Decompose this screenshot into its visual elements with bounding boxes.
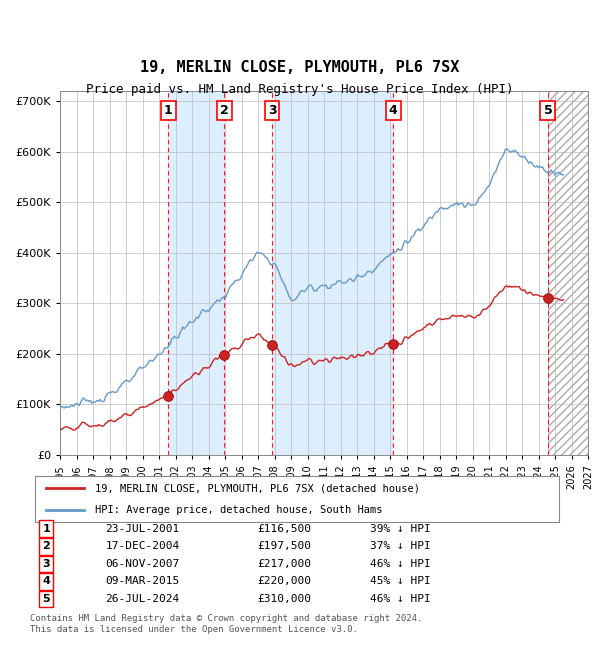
Text: 4: 4	[389, 104, 398, 117]
Text: £197,500: £197,500	[257, 541, 311, 551]
Text: 46% ↓ HPI: 46% ↓ HPI	[370, 594, 431, 604]
Point	[220, 350, 229, 360]
Text: 5: 5	[43, 594, 50, 604]
Point	[267, 340, 277, 350]
FancyBboxPatch shape	[35, 476, 559, 523]
Text: 37% ↓ HPI: 37% ↓ HPI	[370, 541, 431, 551]
Text: £220,000: £220,000	[257, 577, 311, 586]
Text: 39% ↓ HPI: 39% ↓ HPI	[370, 524, 431, 534]
Text: 3: 3	[43, 559, 50, 569]
Text: 4: 4	[42, 577, 50, 586]
Text: 1: 1	[164, 104, 172, 117]
Text: 2: 2	[43, 541, 50, 551]
Text: HPI: Average price, detached house, South Hams: HPI: Average price, detached house, Sout…	[95, 504, 382, 515]
Text: 17-DEC-2004: 17-DEC-2004	[106, 541, 180, 551]
Text: 1: 1	[43, 524, 50, 534]
Bar	[272, 91, 393, 455]
Text: 06-NOV-2007: 06-NOV-2007	[106, 559, 180, 569]
Point	[543, 293, 553, 304]
Text: £310,000: £310,000	[257, 594, 311, 604]
Text: 3: 3	[268, 104, 277, 117]
Text: 23-JUL-2001: 23-JUL-2001	[106, 524, 180, 534]
Text: 45% ↓ HPI: 45% ↓ HPI	[370, 577, 431, 586]
Text: Price paid vs. HM Land Registry's House Price Index (HPI): Price paid vs. HM Land Registry's House …	[86, 83, 514, 96]
Text: 5: 5	[544, 104, 552, 117]
Bar	[168, 91, 224, 455]
Text: 46% ↓ HPI: 46% ↓ HPI	[370, 559, 431, 569]
Text: 26-JUL-2024: 26-JUL-2024	[106, 594, 180, 604]
Text: £217,000: £217,000	[257, 559, 311, 569]
Text: £116,500: £116,500	[257, 524, 311, 534]
Text: 2: 2	[220, 104, 229, 117]
Bar	[548, 91, 588, 455]
Text: 19, MERLIN CLOSE, PLYMOUTH, PL6 7SX: 19, MERLIN CLOSE, PLYMOUTH, PL6 7SX	[140, 60, 460, 75]
Text: 19, MERLIN CLOSE, PLYMOUTH, PL6 7SX (detached house): 19, MERLIN CLOSE, PLYMOUTH, PL6 7SX (det…	[95, 483, 420, 493]
Text: Contains HM Land Registry data © Crown copyright and database right 2024.
This d: Contains HM Land Registry data © Crown c…	[30, 614, 422, 634]
Bar	[548, 91, 588, 455]
Text: 09-MAR-2015: 09-MAR-2015	[106, 577, 180, 586]
Point	[388, 339, 398, 349]
Point	[163, 391, 173, 401]
